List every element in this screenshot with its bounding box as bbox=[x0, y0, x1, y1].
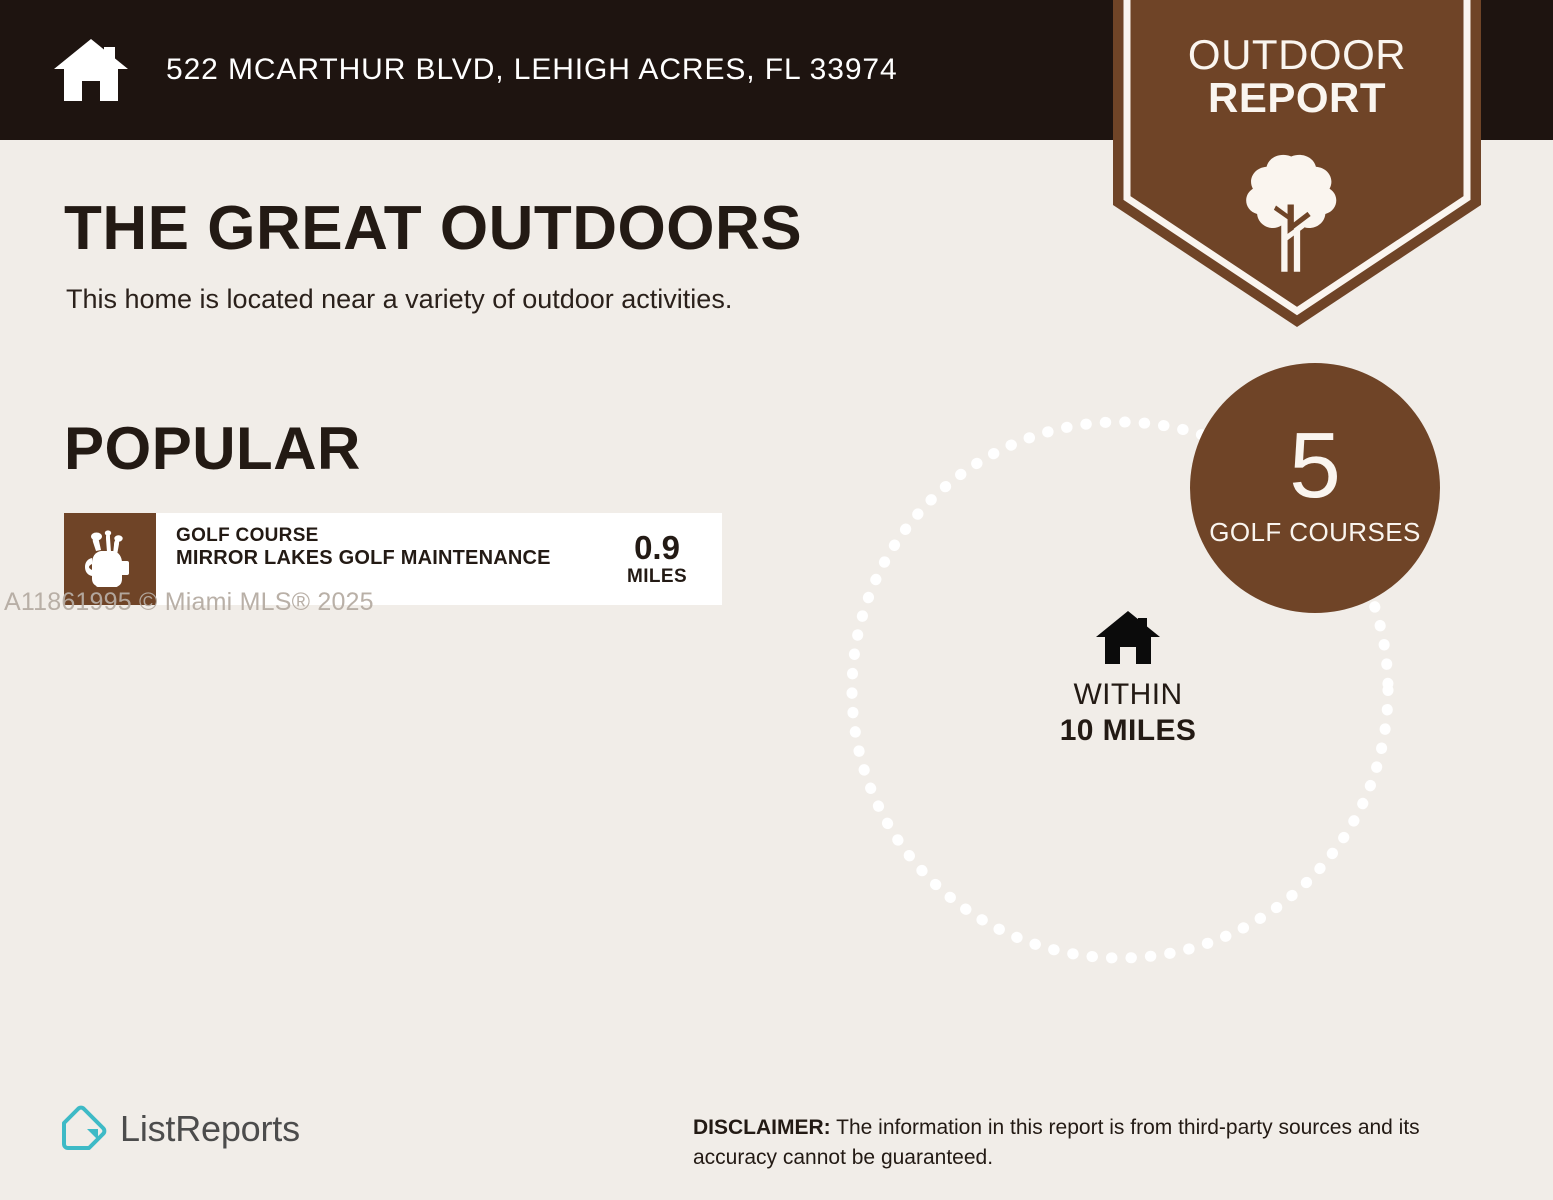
count-value: 5 bbox=[1289, 412, 1341, 517]
count-bubble: 5 GOLF COURSES bbox=[1190, 363, 1440, 613]
list-item-distance: 0.9 MILES bbox=[592, 513, 722, 605]
within-line-2: 10 MILES bbox=[1059, 713, 1197, 747]
golf-bag-icon bbox=[64, 513, 156, 605]
home-icon bbox=[1028, 610, 1228, 666]
list-item-category: GOLF COURSE bbox=[176, 525, 319, 546]
disclaimer-text: The information in this report is from t… bbox=[693, 1116, 1420, 1170]
mls-watermark: A11861995 © Miami MLS® 2025 bbox=[4, 588, 374, 616]
count-label: GOLF COURSES bbox=[1209, 516, 1421, 547]
popular-list: GOLF COURSE MIRROR LAKES GOLF MAINTENANC… bbox=[64, 513, 722, 615]
popular-heading: POPULAR bbox=[64, 415, 361, 482]
disclaimer-label: DISCLAIMER: bbox=[693, 1116, 831, 1139]
page-title: THE GREAT OUTDOORS bbox=[64, 194, 803, 263]
list-item-name: MIRROR LAKES GOLF MAINTENANCE bbox=[176, 546, 551, 569]
disclaimer: DISCLAIMER: The information in this repo… bbox=[693, 1113, 1493, 1174]
outdoor-report-badge: OUTDOOR REPORT bbox=[1113, 0, 1481, 330]
distance-unit: MILES bbox=[626, 565, 688, 587]
dotted-radius-circle bbox=[846, 416, 1394, 964]
distance-value: 0.9 bbox=[634, 529, 680, 566]
radius-diagram: 5 GOLF COURSES WITHIN 10 MILES bbox=[830, 360, 1510, 1000]
tree-icon bbox=[1246, 154, 1337, 272]
listreports-logo-text: ListReports bbox=[120, 1108, 300, 1149]
list-item-text: GOLF COURSE MIRROR LAKES GOLF MAINTENANC… bbox=[156, 513, 592, 605]
home-icon bbox=[52, 37, 130, 103]
listreports-house-tag-icon bbox=[60, 1105, 108, 1153]
list-item[interactable]: GOLF COURSE MIRROR LAKES GOLF MAINTENANC… bbox=[64, 513, 722, 605]
page-subtitle: This home is located near a variety of o… bbox=[66, 284, 733, 314]
within-line-1: WITHIN bbox=[1073, 678, 1183, 711]
within-radius-block: WITHIN 10 MILES bbox=[1028, 610, 1228, 749]
listreports-logo[interactable]: ListReports bbox=[60, 1105, 300, 1153]
header-address: 522 MCARTHUR BLVD, LEHIGH ACRES, FL 3397… bbox=[166, 53, 898, 86]
